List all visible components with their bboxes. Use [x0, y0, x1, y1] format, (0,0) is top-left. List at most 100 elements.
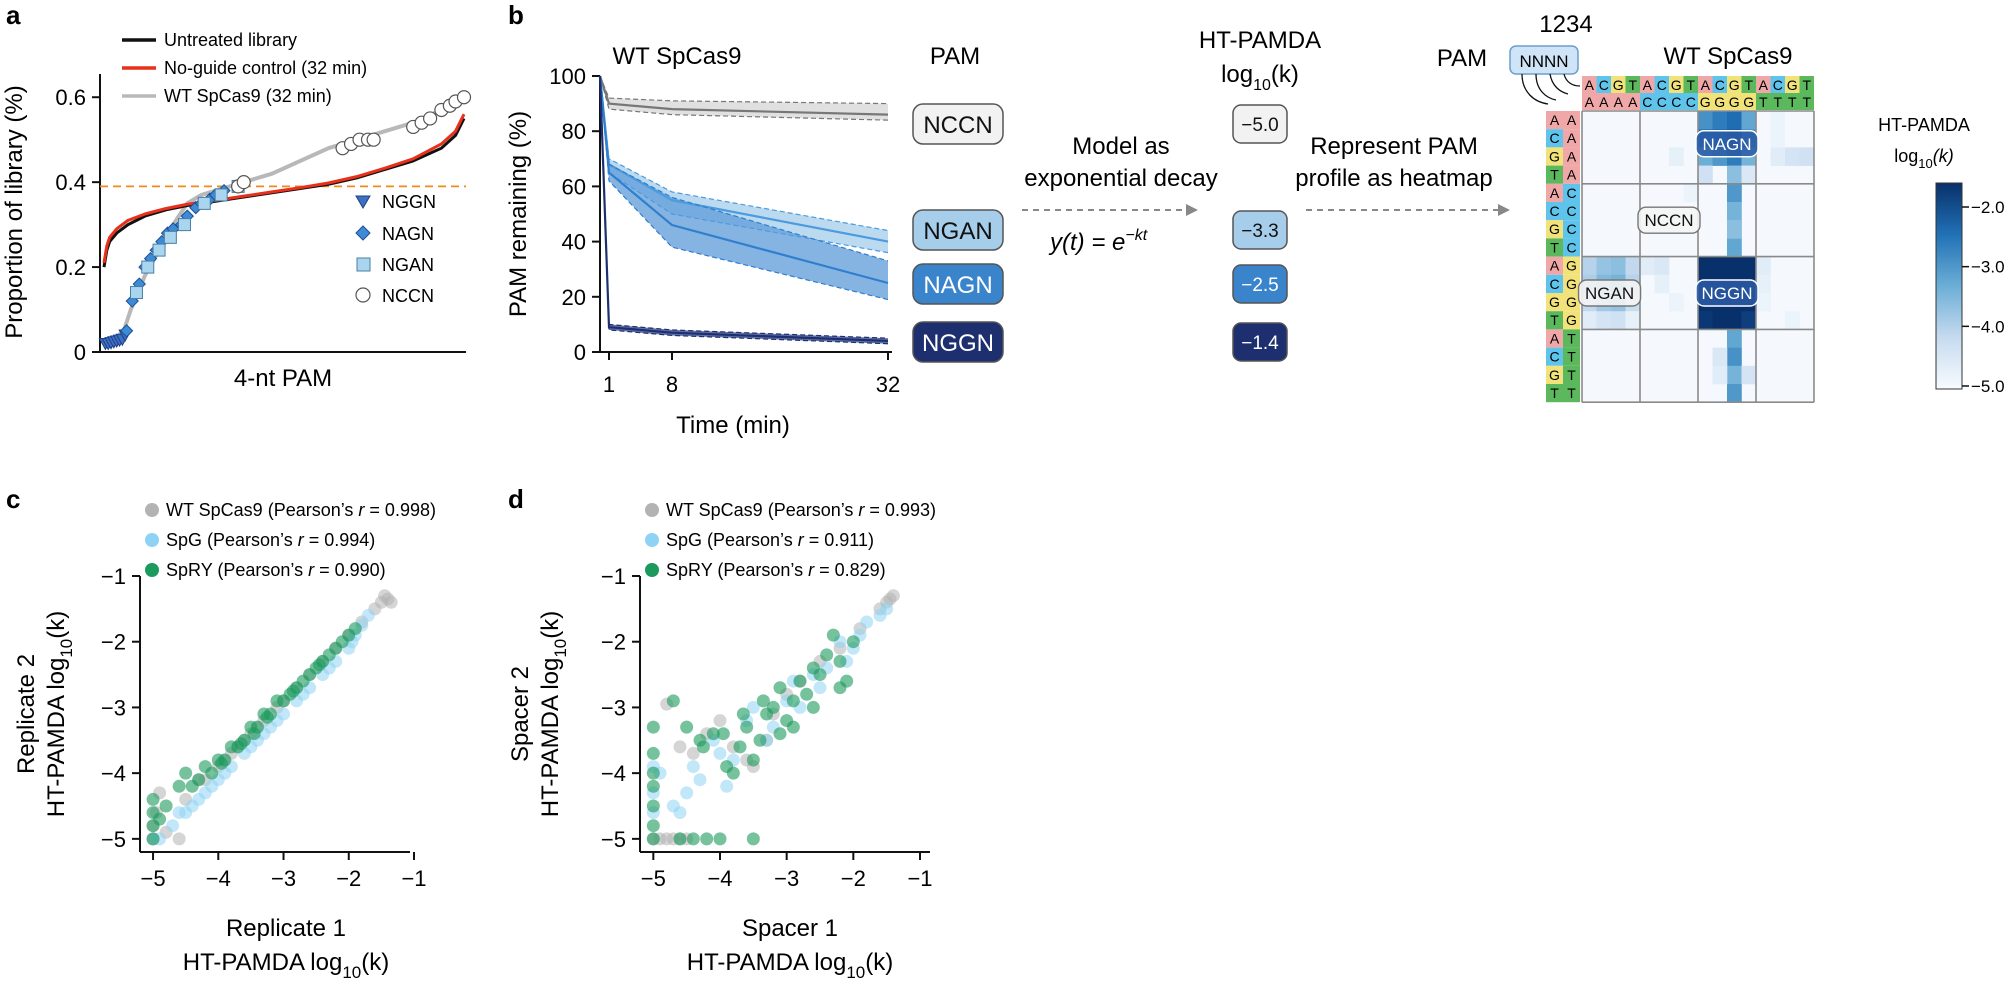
hm-col-nt2 [1582, 93, 1597, 110]
d-legend-suffix: = 0.829) [814, 560, 886, 580]
cb-tick-label: −2.0 [1971, 198, 2005, 217]
a-point-nccn [423, 111, 438, 126]
hm-col-nt1 [1640, 76, 1655, 93]
d-points [646, 589, 900, 846]
d-legend-prefix: SpG (Pearson’s [666, 530, 798, 550]
b-model-text-1: Model as [1072, 133, 1169, 160]
b-model-text-2: exponential decay [1024, 165, 1217, 192]
hm-cell [1785, 147, 1800, 166]
colorbar [1935, 182, 1963, 390]
d-point-spg [680, 786, 694, 800]
c-legend-prefix: SpRY (Pearson’s [166, 560, 308, 580]
a-markers [98, 90, 472, 351]
hm-row-nt4-text: C [1549, 349, 1559, 365]
c-legend-suffix: = 0.990) [314, 560, 386, 580]
hm-cell [1727, 220, 1742, 239]
hm-cell [1611, 256, 1626, 276]
hm-col-nt2-text: G [1729, 94, 1740, 110]
hm-col-nt1 [1799, 76, 1814, 93]
b-pam-box-nagn [912, 263, 1004, 305]
hm-row-nt4-text: G [1549, 221, 1560, 237]
hm-row-nt4 [1546, 274, 1563, 293]
d-x-sub: 10 [846, 963, 865, 982]
d-point-spry [716, 727, 730, 741]
hm-cell [1727, 165, 1742, 185]
b-y-tick-label: 20 [562, 285, 586, 310]
hm-overlay-labels: NAGN NCCN NGAN NGGN [1577, 130, 1759, 307]
hm-row-nt3-text: G [1566, 312, 1577, 328]
hm-row-nt4 [1546, 347, 1563, 366]
c-y-sub: 10 [57, 639, 76, 658]
hm-col-nt1 [1741, 76, 1756, 93]
hm-row-nt4-text: T [1550, 385, 1559, 401]
hm-col-nt2 [1770, 93, 1785, 110]
hm-row-nt4 [1546, 384, 1563, 403]
hm-cell [1582, 311, 1597, 330]
hm-cell [1596, 256, 1612, 276]
a-x-label: 4-nt PAM [234, 365, 332, 392]
hm-row-nt3-text: T [1567, 367, 1576, 383]
d-point-spry [646, 766, 660, 780]
hm-col-nt2-text: A [1628, 94, 1638, 110]
hm-col-nt1-text: A [1643, 77, 1653, 93]
hm-cell [1799, 147, 1815, 166]
d-point-spry [673, 832, 687, 846]
b-line-nagn [598, 75, 889, 285]
hm-overlay-box-nagn [1695, 130, 1759, 158]
hm-row-nt3 [1563, 147, 1580, 166]
b-line-nccn [598, 75, 889, 116]
a-point-nccn [366, 132, 381, 147]
a-legend-nagn: NAGN [382, 224, 434, 244]
hm-col-nt2 [1698, 93, 1713, 110]
c-point-spry [159, 799, 173, 813]
hm-row-nt3-text: A [1567, 167, 1577, 183]
c-point-wt [172, 832, 186, 846]
d-ticks: −5 −4 −3 −2 −1 −1 −2 −3 −4 −5 [601, 564, 933, 891]
hm-col-nt1 [1582, 76, 1597, 93]
b-x-tick-label: 32 [876, 372, 900, 397]
hm-cell [1712, 347, 1728, 367]
a-y-ticks: 0 0.2 0.4 0.6 [55, 85, 100, 365]
hm-cell [1727, 256, 1742, 276]
c-y-tick-label: −4 [101, 761, 126, 786]
hm-overlay-text-nccn: NCCN [1644, 211, 1693, 230]
hm-col-nt1 [1654, 76, 1669, 93]
hm-row-nt3-text: T [1567, 385, 1576, 401]
hm-cell [1625, 256, 1641, 276]
a-legend-ngan: NGAN [382, 255, 434, 275]
b-ht-k: (k) [1271, 61, 1299, 88]
b-ht-box [1232, 322, 1288, 362]
hm-cell [1712, 256, 1728, 276]
hm-row-nt3-text: G [1566, 276, 1577, 292]
hm-col-nt2-text: C [1657, 94, 1667, 110]
panel-label-d: d [508, 484, 524, 514]
c-x-k: (k) [361, 949, 389, 976]
hm-row-nt4-text: G [1549, 294, 1560, 310]
hm-row-nt3 [1563, 274, 1580, 293]
hm-col-nt1 [1770, 76, 1785, 93]
c-x-log: HT-PAMDA log [183, 949, 343, 976]
d-legend-swatch [645, 563, 659, 577]
d-point-spry [706, 727, 720, 741]
a-line-wt [103, 95, 465, 346]
d-point-spry [846, 635, 860, 649]
hm-row-nt4 [1546, 220, 1563, 239]
d-point-spry [646, 819, 660, 833]
hm-overlay-text-nagn: NAGN [1702, 135, 1751, 154]
hm-col-nt2-text: G [1714, 94, 1725, 110]
c-y-tick-label: −2 [101, 630, 126, 655]
a-legend-circle [355, 287, 371, 303]
hm-row-nt3 [1563, 183, 1580, 202]
hm-overlay-box-nggn [1695, 279, 1759, 307]
b-ht-value: −1.4 [1241, 333, 1279, 354]
hm-row-nt4 [1546, 365, 1563, 384]
d-point-spg [686, 760, 700, 774]
c-point-spry [234, 737, 248, 751]
b-y-label: PAM remaining (%) [505, 111, 532, 317]
d-point-spg [860, 615, 874, 629]
b-pam-text-nggn: NGGN [922, 330, 994, 357]
hm-cell [1640, 256, 1655, 276]
hm-col-nt1-text: T [1628, 77, 1637, 93]
a-legend-nccn: NCCN [382, 286, 434, 306]
